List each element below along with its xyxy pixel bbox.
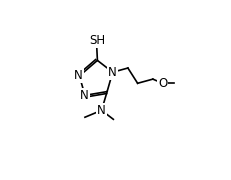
Text: SH: SH bbox=[89, 34, 105, 47]
Text: N: N bbox=[108, 66, 116, 79]
Text: N: N bbox=[79, 89, 88, 102]
Text: O: O bbox=[157, 77, 167, 90]
Text: N: N bbox=[97, 104, 106, 117]
Text: N: N bbox=[74, 69, 83, 82]
